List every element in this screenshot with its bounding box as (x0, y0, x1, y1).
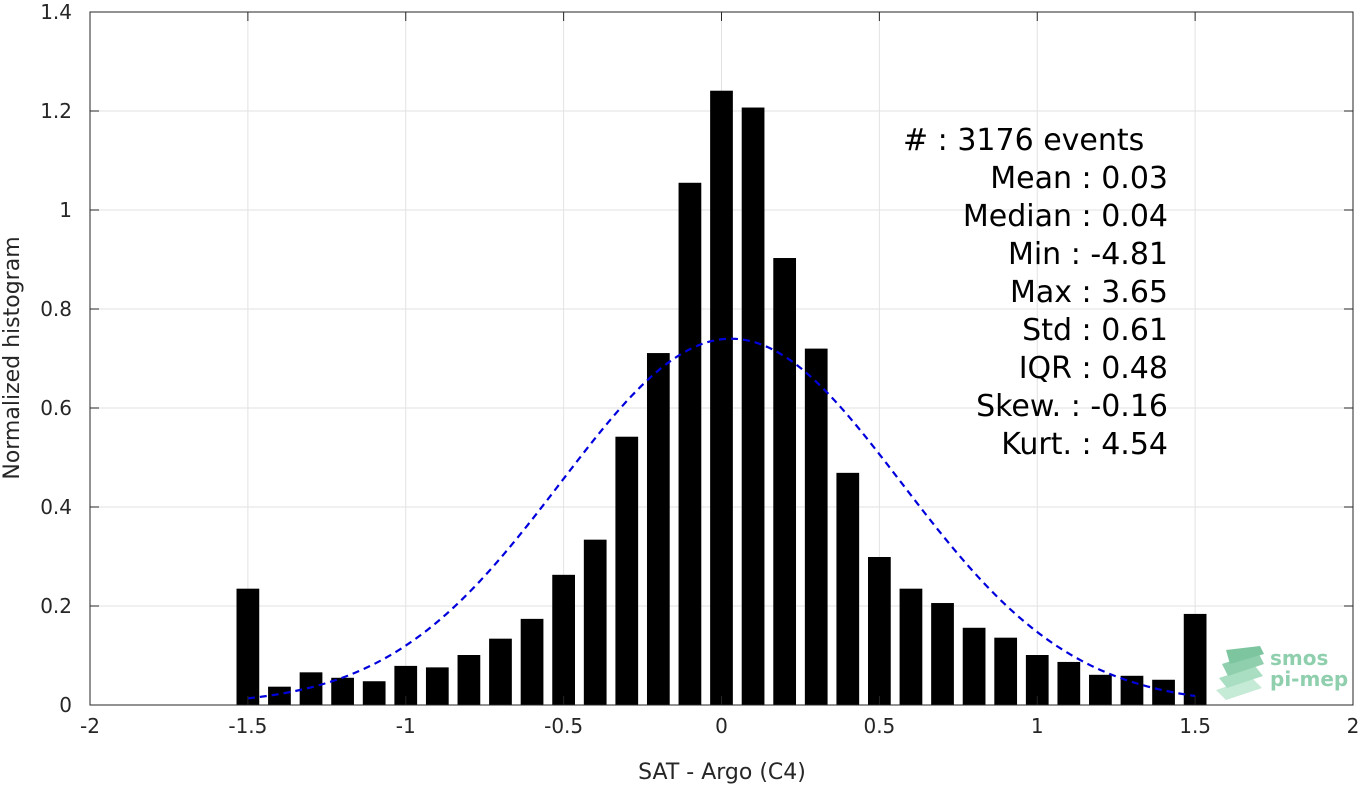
histogram-bar (583, 539, 607, 705)
histogram-bar (646, 353, 670, 705)
histogram-bar (1089, 674, 1112, 705)
histogram-bar (1057, 661, 1081, 705)
stat-line: Max : 3.65 (1010, 275, 1168, 310)
histogram-bar (710, 90, 733, 705)
y-axis-label: Normalized histogram (0, 236, 25, 479)
y-tick-label: 0.4 (40, 495, 72, 519)
x-tick-label: 0 (715, 714, 728, 738)
y-tick-label: 1.4 (40, 0, 72, 24)
x-tick-labels: -2 -1.5 -1 -0.5 0 0.5 1 1.5 2 (80, 714, 1359, 738)
y-tick-label: 0.6 (40, 396, 72, 420)
histogram-bar (489, 638, 512, 705)
stat-line: # : 3176 events (903, 123, 1144, 158)
y-tick-label: 1.2 (40, 99, 72, 123)
stat-line: Skew. : -0.16 (976, 389, 1168, 424)
x-tick-label: -0.5 (544, 714, 583, 738)
histogram-bar (804, 348, 828, 705)
histogram-bar (331, 677, 354, 705)
logo-layers-icon (1216, 646, 1264, 700)
histogram-bar (899, 588, 923, 705)
histogram-bar (962, 627, 986, 705)
x-tick-label: 1.5 (1179, 714, 1211, 738)
stat-line: IQR : 0.48 (1019, 351, 1168, 386)
x-tick-label: -1 (396, 714, 416, 738)
y-tick-label: 0.8 (40, 297, 72, 321)
y-tick-label: 1 (59, 198, 72, 222)
axes (89, 11, 1354, 706)
histogram-bar (994, 637, 1018, 705)
histogram-bar (931, 603, 954, 705)
histogram-bar (236, 588, 260, 705)
x-axis-label: SAT - Argo (C4) (638, 760, 806, 785)
histogram-bar (457, 655, 481, 705)
histogram-bar (552, 574, 575, 705)
stat-line: Median : 0.04 (963, 199, 1168, 234)
histogram-bar (868, 556, 891, 705)
x-tick-label: 0.5 (863, 714, 895, 738)
histogram-bar (678, 182, 702, 705)
histogram-bar (425, 667, 449, 705)
smos-pi-mep-logo: smos pi-mep (1216, 646, 1348, 700)
histogram-bar (741, 107, 765, 705)
histogram-bar (773, 258, 797, 705)
stat-line: Kurt. : 4.54 (1001, 427, 1168, 462)
x-tick-label: 2 (1347, 714, 1360, 738)
histogram-bar (1183, 613, 1207, 705)
x-tick-label: 1 (1031, 714, 1044, 738)
histogram-bar (1025, 655, 1049, 705)
x-tick-label: -2 (80, 714, 100, 738)
logo-line-1: smos (1270, 646, 1328, 670)
histogram-bar (615, 436, 639, 705)
histogram-bar (394, 665, 418, 705)
y-tick-label: 0.2 (40, 594, 72, 618)
histogram-bar (299, 672, 323, 705)
y-tick-labels: 0 0.2 0.4 0.6 0.8 1 1.2 1.4 (40, 0, 72, 717)
stat-line: Std : 0.61 (1022, 313, 1168, 348)
histogram-bar (520, 618, 544, 705)
histogram-bar (836, 472, 860, 705)
y-tick-label: 0 (59, 693, 72, 717)
histogram-bar (362, 681, 386, 705)
histogram-bars (236, 90, 1207, 705)
logo-line-2: pi-mep (1270, 667, 1348, 691)
stat-line: Min : -4.81 (1008, 237, 1168, 272)
x-tick-label: -1.5 (228, 714, 267, 738)
stat-line: Mean : 0.03 (990, 161, 1168, 196)
histogram-bar (268, 686, 291, 705)
normal-fit-curve (247, 337, 1196, 700)
histogram-bar (1152, 679, 1175, 705)
